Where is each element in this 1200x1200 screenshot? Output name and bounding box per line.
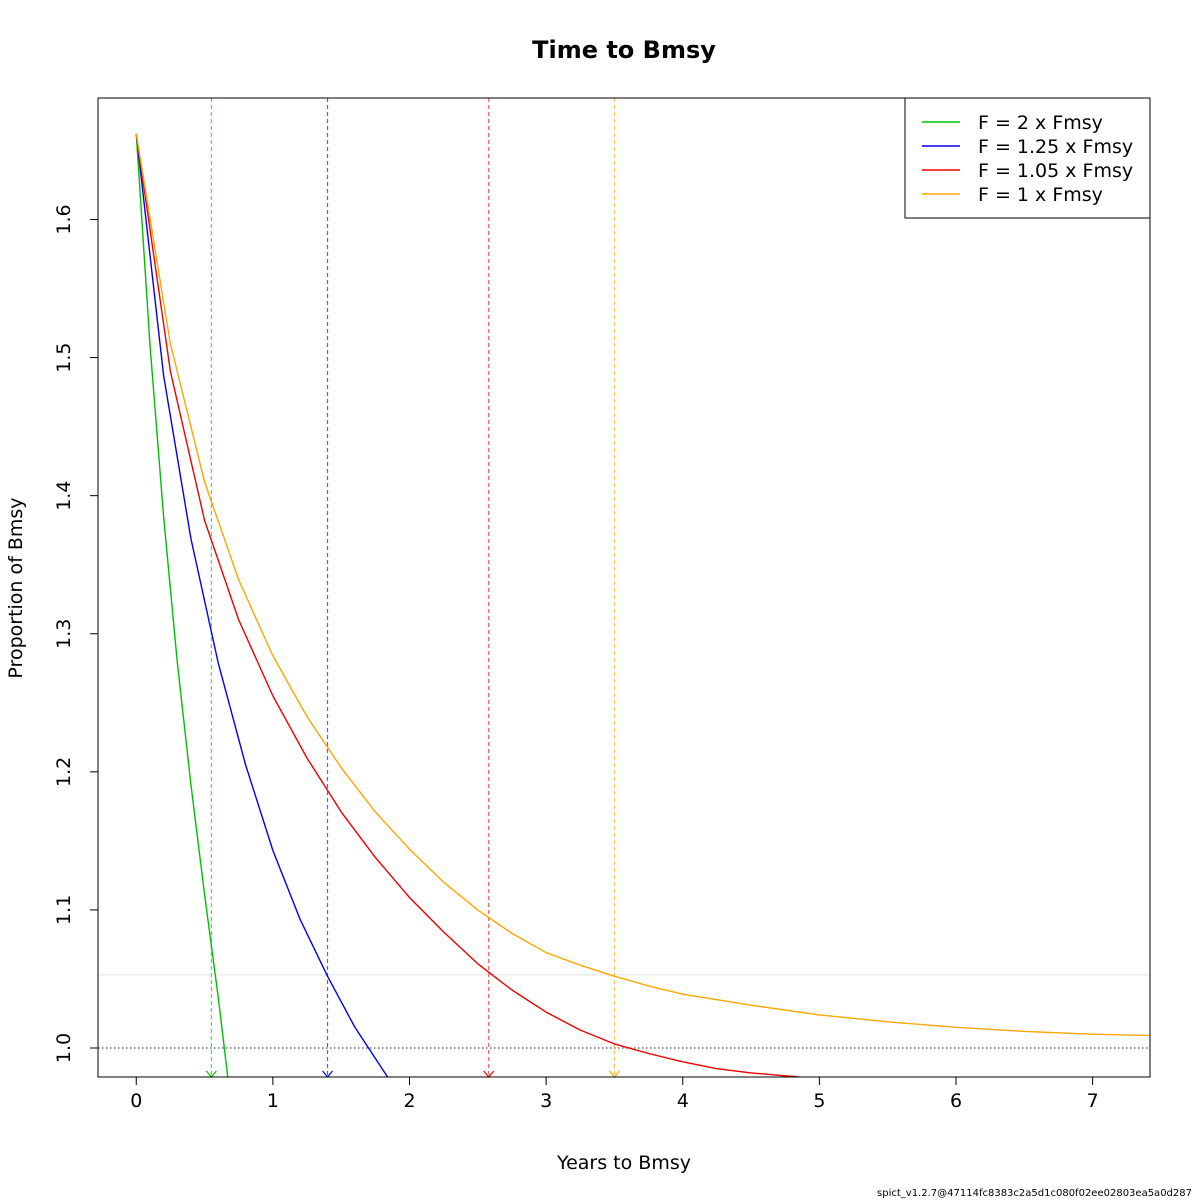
x-axis: 0 1 2 3 4 5 6 7 bbox=[130, 1076, 1099, 1112]
y-tick-label-3: 1.3 bbox=[53, 619, 75, 649]
x-tick-label-5: 5 bbox=[813, 1090, 825, 1112]
series-lines bbox=[135, 133, 1150, 1077]
series-line-3 bbox=[135, 133, 1150, 1037]
legend-label-1: F = 1.25 x Fmsy bbox=[978, 136, 1133, 158]
legend-label-3: F = 1 x Fmsy bbox=[978, 184, 1103, 206]
y-tick-label-4: 1.4 bbox=[53, 481, 75, 511]
series-line-1 bbox=[135, 133, 389, 1077]
y-tick-label-2: 1.2 bbox=[53, 757, 75, 787]
chart-title: Time to Bmsy bbox=[532, 36, 716, 64]
y-tick-label-6: 1.6 bbox=[53, 204, 75, 234]
y-tick-label-0: 1.0 bbox=[53, 1033, 75, 1063]
y-axis: 1.0 1.1 1.2 1.3 1.4 1.5 1.6 bbox=[53, 204, 99, 1063]
x-tick-label-6: 6 bbox=[950, 1090, 962, 1112]
x-axis-label: Years to Bmsy bbox=[556, 1152, 691, 1174]
y-tick-label-5: 1.5 bbox=[53, 342, 75, 372]
x-tick-label-1: 1 bbox=[267, 1090, 279, 1112]
series-line-2 bbox=[135, 133, 799, 1077]
reference-lines bbox=[98, 974, 1150, 1049]
legend-label-2: F = 1.05 x Fmsy bbox=[978, 160, 1133, 182]
target-time-markers bbox=[205, 98, 620, 1078]
legend-label-0: F = 2 x Fmsy bbox=[978, 112, 1103, 134]
series-line-0 bbox=[135, 133, 229, 1077]
x-tick-label-4: 4 bbox=[677, 1090, 689, 1112]
plot-frame bbox=[97, 97, 1151, 1078]
x-tick-label-2: 2 bbox=[403, 1090, 415, 1112]
y-axis-label: Proportion of Bmsy bbox=[5, 497, 27, 678]
x-tick-label-0: 0 bbox=[130, 1090, 142, 1112]
version-footer: spict_v1.2.7@47114fc8383c2a5d1c080f02ee0… bbox=[877, 1188, 1192, 1199]
legend-box bbox=[904, 97, 1151, 219]
y-tick-label-1: 1.1 bbox=[53, 895, 75, 925]
x-tick-label-7: 7 bbox=[1087, 1090, 1099, 1112]
x-tick-label-3: 3 bbox=[540, 1090, 552, 1112]
